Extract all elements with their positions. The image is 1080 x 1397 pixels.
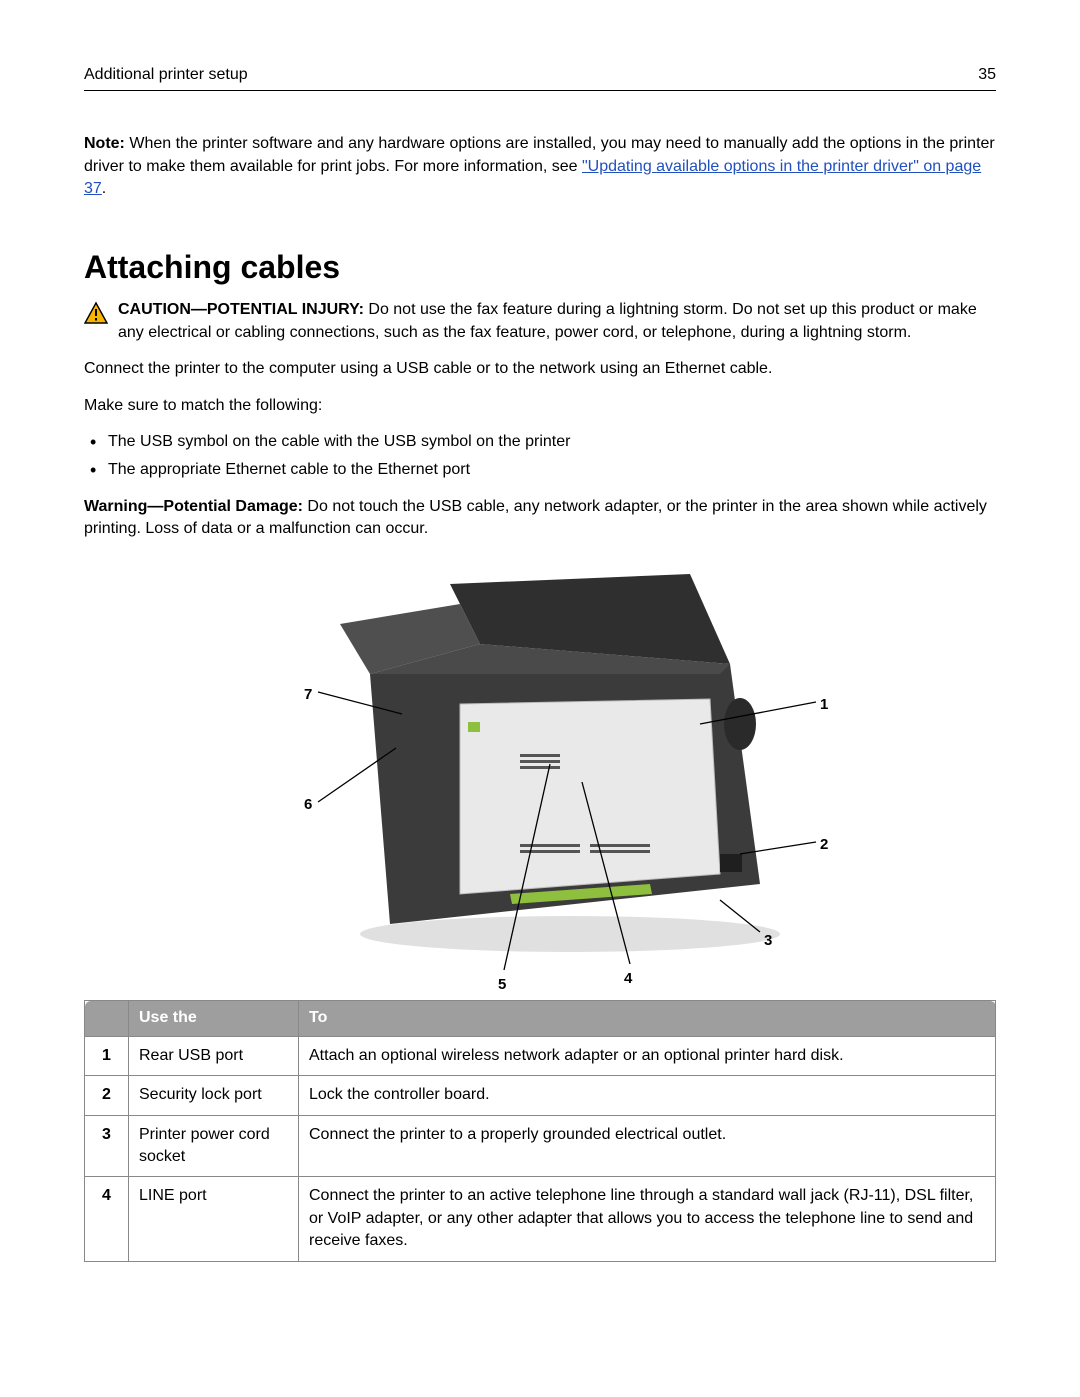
table-cell-to: Attach an optional wireless network adap… xyxy=(299,1036,996,1075)
table-cell-to: Lock the controller board. xyxy=(299,1076,996,1115)
table-cell-num: 3 xyxy=(85,1115,129,1177)
page-header: Additional printer setup 35 xyxy=(84,64,996,91)
body-p1: Connect the printer to the computer usin… xyxy=(84,358,996,380)
table-cell-num: 4 xyxy=(85,1177,129,1261)
table-cell-use: Printer power cord socket xyxy=(129,1115,299,1177)
bullet-item: The appropriate Ethernet cable to the Et… xyxy=(108,459,996,481)
table-header-to: To xyxy=(299,1001,996,1036)
figure-label-5: 5 xyxy=(498,974,506,995)
table-row: 2 Security lock port Lock the controller… xyxy=(85,1076,996,1115)
table-cell-use: Rear USB port xyxy=(129,1036,299,1075)
caution-text: CAUTION—POTENTIAL INJURY: Do not use the… xyxy=(118,299,996,344)
table-header-blank xyxy=(85,1001,129,1036)
figure-label-1: 1 xyxy=(820,694,828,715)
note-text-after: . xyxy=(102,180,106,197)
note-label: Note: xyxy=(84,135,125,152)
table-cell-num: 1 xyxy=(85,1036,129,1075)
warning-paragraph: Warning—Potential Damage: Do not touch t… xyxy=(84,496,996,541)
note-paragraph: Note: When the printer software and any … xyxy=(84,133,996,200)
table-cell-to: Connect the printer to a properly ground… xyxy=(299,1115,996,1177)
table-cell-use: LINE port xyxy=(129,1177,299,1261)
table-cell-to: Connect the printer to an active telepho… xyxy=(299,1177,996,1261)
bullet-item: The USB symbol on the cable with the USB… xyxy=(108,431,996,453)
header-title: Additional printer setup xyxy=(84,64,248,86)
table-header-row: Use the To xyxy=(85,1001,996,1036)
table-header-use: Use the xyxy=(129,1001,299,1036)
table-cell-num: 2 xyxy=(85,1076,129,1115)
body-p2: Make sure to match the following: xyxy=(84,395,996,417)
warning-label: Warning—Potential Damage: xyxy=(84,498,303,515)
caution-icon xyxy=(84,301,108,325)
figure-label-3: 3 xyxy=(764,930,772,951)
table-cell-use: Security lock port xyxy=(129,1076,299,1115)
header-page-number: 35 xyxy=(978,64,996,86)
table-row: 1 Rear USB port Attach an optional wirel… xyxy=(85,1036,996,1075)
figure-label-7: 7 xyxy=(304,684,312,705)
figure-label-6: 6 xyxy=(304,794,312,815)
printer-figure: 1 2 3 4 5 6 7 xyxy=(220,554,860,994)
figure-label-4: 4 xyxy=(624,968,632,989)
printer-body xyxy=(340,574,780,952)
ports-table: Use the To 1 Rear USB port Attach an opt… xyxy=(84,1000,996,1261)
caution-block: CAUTION—POTENTIAL INJURY: Do not use the… xyxy=(84,299,996,344)
bullet-list: The USB symbol on the cable with the USB… xyxy=(84,431,996,482)
section-title: Attaching cables xyxy=(84,245,996,290)
table-row: 4 LINE port Connect the printer to an ac… xyxy=(85,1177,996,1261)
figure-label-2: 2 xyxy=(820,834,828,855)
caution-label: CAUTION—POTENTIAL INJURY: xyxy=(118,301,364,318)
table-row: 3 Printer power cord socket Connect the … xyxy=(85,1115,996,1177)
